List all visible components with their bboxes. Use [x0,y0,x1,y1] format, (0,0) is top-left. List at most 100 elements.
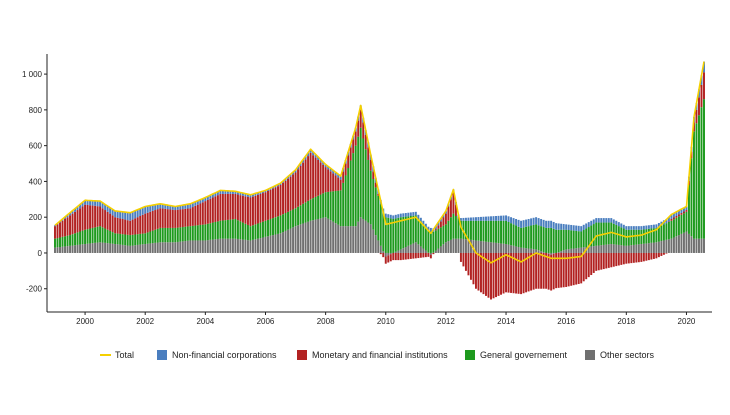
bar-segment-monetary-and-financial-institutions [460,253,462,262]
bar-segment-other-sectors [395,252,397,253]
bar-segment-general-governement [570,230,572,248]
bar-segment-monetary-and-financial-institutions [242,196,244,223]
bar-segment-general-governement [427,230,429,252]
bar-segment-general-governement [144,233,146,244]
bar-segment-monetary-and-financial-institutions [109,214,111,231]
bar-segment-non-financial-corporations [623,225,625,229]
bar-segment-non-financial-corporations [548,221,550,228]
bar-segment-general-governement [455,216,457,239]
bar-segment-monetary-and-financial-institutions [623,253,625,264]
bar-segment-monetary-and-financial-institutions [450,199,452,217]
bar-segment-other-sectors [372,230,374,253]
bar-segment-general-governement [54,239,56,248]
bar-segment-other-sectors [260,238,262,253]
bar-segment-monetary-and-financial-institutions [663,253,665,255]
x-tick-label: 2004 [196,317,214,326]
bar-segment-non-financial-corporations [578,226,580,231]
bar-segment-monetary-and-financial-institutions [585,253,587,279]
bar-segment-other-sectors [450,240,452,253]
bar-segment-monetary-and-financial-institutions [520,253,522,294]
bar-segment-other-sectors [633,245,635,253]
bar-segment-other-sectors [600,245,602,253]
bar-segment-general-governement [513,224,515,245]
bar-segment-non-financial-corporations [523,220,525,227]
bar-segment-general-governement [635,230,637,245]
bar-segment-general-governement [405,217,407,247]
bar-segment-monetary-and-financial-institutions [500,253,502,295]
bar-segment-other-sectors [455,239,457,253]
bar-segment-monetary-and-financial-institutions [588,253,590,277]
bar-segment-non-financial-corporations [628,226,630,230]
bar-segment-non-financial-corporations [515,219,517,226]
bar-segment-monetary-and-financial-institutions [229,194,231,220]
bar-segment-general-governement [177,228,179,242]
bar-segment-monetary-and-financial-institutions [149,212,151,232]
bar-segment-other-sectors [513,246,515,253]
bar-segment-monetary-and-financial-institutions [222,194,224,221]
bar-segment-other-sectors [620,245,622,253]
bar-segment-monetary-and-financial-institutions [287,179,289,212]
bar-segment-general-governement [224,220,226,238]
bar-segment-other-sectors [390,253,392,254]
y-tick-label: 400 [29,177,43,186]
bar-segment-monetary-and-financial-institutions [407,253,409,259]
bar-segment-other-sectors [212,240,214,253]
bar-segment-monetary-and-financial-institutions [640,253,642,262]
bar-segment-general-governement [267,220,269,236]
bar-segment-other-sectors [457,239,459,253]
x-tick-label: 2012 [437,317,455,326]
bar-segment-monetary-and-financial-institutions [57,224,59,238]
bar-segment-general-governement [555,230,557,253]
bar-segment-monetary-and-financial-institutions [99,206,101,226]
bar-segment-non-financial-corporations [615,221,617,225]
bar-segment-general-governement [598,223,600,246]
bar-segment-monetary-and-financial-institutions [290,177,292,211]
bar-segment-non-financial-corporations [530,218,532,225]
bar-segment-other-sectors [362,219,364,253]
bar-segment-general-governement [703,99,705,239]
bar-segment-general-governement [515,226,517,247]
bar-segment-non-financial-corporations [608,218,610,222]
legend-label: Total [115,350,134,360]
bar-segment-monetary-and-financial-institutions [295,172,297,208]
bar-segment-monetary-and-financial-institutions [164,209,166,228]
bar-segment-general-governement [520,228,522,248]
bar-segment-monetary-and-financial-institutions [325,167,327,192]
bar-segment-general-governement [310,199,312,220]
legend-key-general-governement [465,350,475,360]
bar-segment-other-sectors [380,246,382,253]
bar-segment-general-governement [475,221,477,241]
bar-segment-non-financial-corporations [570,225,572,230]
bar-segment-general-governement [375,187,377,235]
bar-segment-general-governement [322,193,324,217]
bar-segment-monetary-and-financial-institutions [675,216,677,218]
bar-segment-other-sectors [605,245,607,253]
bar-segment-non-financial-corporations [495,216,497,221]
bar-segment-other-sectors [257,239,259,253]
bar-segment-general-governement [127,235,129,246]
bar-segment-general-governement [595,223,597,246]
bar-segment-non-financial-corporations [470,218,472,221]
bar-segment-monetary-and-financial-institutions [122,219,124,234]
bar-segment-monetary-and-financial-institutions [67,217,69,235]
bar-segment-non-financial-corporations [510,217,512,223]
bar-segment-non-financial-corporations [573,225,575,230]
bar-segment-non-financial-corporations [505,215,507,220]
bar-segment-monetary-and-financial-institutions [322,165,324,194]
bar-segment-monetary-and-financial-institutions [272,189,274,219]
bar-segment-monetary-and-financial-institutions [307,156,309,201]
bar-segment-monetary-and-financial-institutions [548,254,550,290]
bar-segment-general-governement [239,221,241,239]
bar-segment-general-governement [244,224,246,240]
bar-segment-general-governement [249,226,251,240]
bar-segment-general-governement [380,204,382,246]
bar-segment-monetary-and-financial-institutions [480,253,482,292]
bar-segment-non-financial-corporations [500,216,502,221]
bar-segment-general-governement [490,221,492,242]
bar-segment-monetary-and-financial-institutions [82,206,84,230]
bar-segment-other-sectors [182,241,184,253]
bar-segment-other-sectors [495,243,497,253]
bar-segment-monetary-and-financial-institutions [247,197,249,225]
bar-segment-other-sectors [87,244,89,253]
